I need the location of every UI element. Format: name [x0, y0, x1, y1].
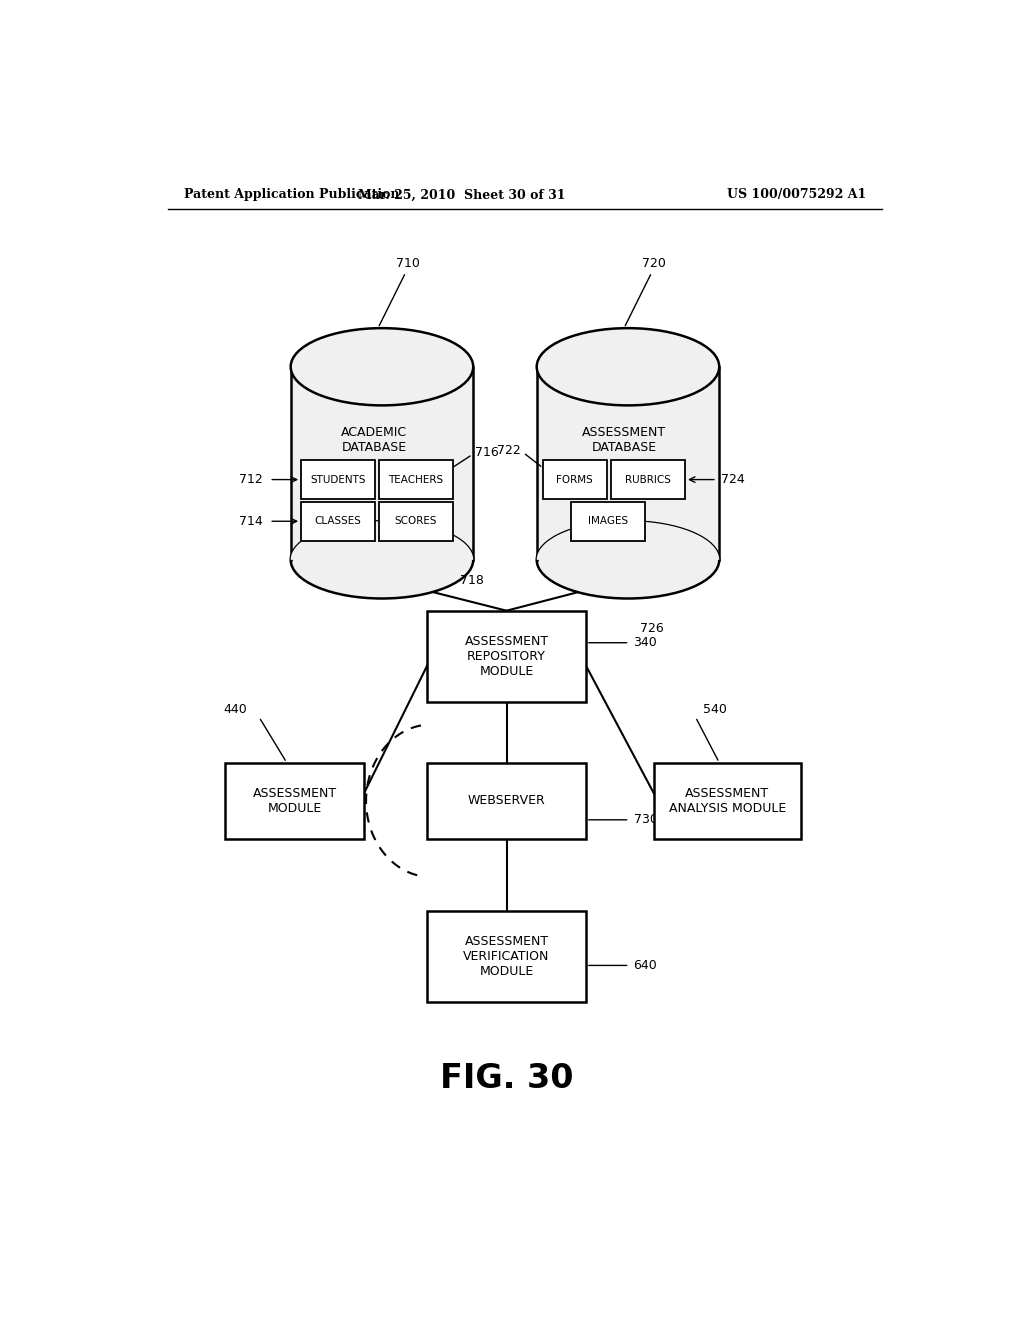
FancyBboxPatch shape: [653, 763, 801, 840]
Text: FIG. 30: FIG. 30: [439, 1061, 573, 1094]
Polygon shape: [537, 367, 719, 560]
Text: Patent Application Publication: Patent Application Publication: [183, 189, 399, 202]
Text: 640: 640: [634, 958, 657, 972]
Text: TEACHERS: TEACHERS: [388, 475, 443, 484]
Ellipse shape: [291, 329, 473, 405]
Text: ASSESSMENT
ANALYSIS MODULE: ASSESSMENT ANALYSIS MODULE: [669, 787, 785, 814]
FancyBboxPatch shape: [427, 611, 586, 702]
FancyBboxPatch shape: [301, 461, 375, 499]
Ellipse shape: [537, 521, 719, 598]
FancyBboxPatch shape: [427, 763, 586, 840]
Polygon shape: [537, 521, 719, 560]
Text: 440: 440: [223, 704, 247, 717]
Text: 712: 712: [240, 473, 263, 486]
Text: SCORES: SCORES: [394, 516, 437, 527]
FancyBboxPatch shape: [570, 502, 645, 541]
Text: IMAGES: IMAGES: [588, 516, 628, 527]
FancyBboxPatch shape: [379, 461, 453, 499]
Text: 716: 716: [475, 446, 499, 459]
Text: WEBSERVER: WEBSERVER: [468, 795, 546, 808]
Text: ASSESSMENT
VERIFICATION
MODULE: ASSESSMENT VERIFICATION MODULE: [463, 935, 550, 978]
FancyBboxPatch shape: [543, 461, 606, 499]
Text: ASSESSMENT
REPOSITORY
MODULE: ASSESSMENT REPOSITORY MODULE: [465, 635, 549, 678]
FancyBboxPatch shape: [611, 461, 685, 499]
Text: 720: 720: [642, 257, 666, 271]
Text: ACADEMIC
DATABASE: ACADEMIC DATABASE: [341, 426, 408, 454]
Text: 718: 718: [460, 574, 483, 586]
Text: 340: 340: [634, 636, 657, 649]
FancyBboxPatch shape: [427, 911, 586, 1002]
Text: 730: 730: [634, 813, 657, 826]
Text: US 100/0075292 A1: US 100/0075292 A1: [727, 189, 866, 202]
Text: CLASSES: CLASSES: [314, 516, 361, 527]
FancyBboxPatch shape: [225, 763, 365, 840]
Text: 722: 722: [497, 444, 521, 457]
FancyBboxPatch shape: [379, 502, 453, 541]
Text: Mar. 25, 2010  Sheet 30 of 31: Mar. 25, 2010 Sheet 30 of 31: [357, 189, 565, 202]
FancyBboxPatch shape: [301, 502, 375, 541]
Polygon shape: [291, 367, 473, 560]
Text: 726: 726: [640, 623, 664, 635]
Text: 710: 710: [396, 257, 420, 271]
Text: ASSESSMENT
DATABASE: ASSESSMENT DATABASE: [582, 426, 666, 454]
Text: FORMS: FORMS: [556, 475, 593, 484]
Ellipse shape: [291, 521, 473, 598]
Ellipse shape: [537, 329, 719, 405]
Text: 540: 540: [703, 704, 727, 717]
Text: 714: 714: [240, 515, 263, 528]
Text: RUBRICS: RUBRICS: [626, 475, 671, 484]
Polygon shape: [291, 521, 473, 560]
Text: STUDENTS: STUDENTS: [310, 475, 366, 484]
Text: ASSESSMENT
MODULE: ASSESSMENT MODULE: [253, 787, 337, 814]
Text: 724: 724: [721, 473, 744, 486]
